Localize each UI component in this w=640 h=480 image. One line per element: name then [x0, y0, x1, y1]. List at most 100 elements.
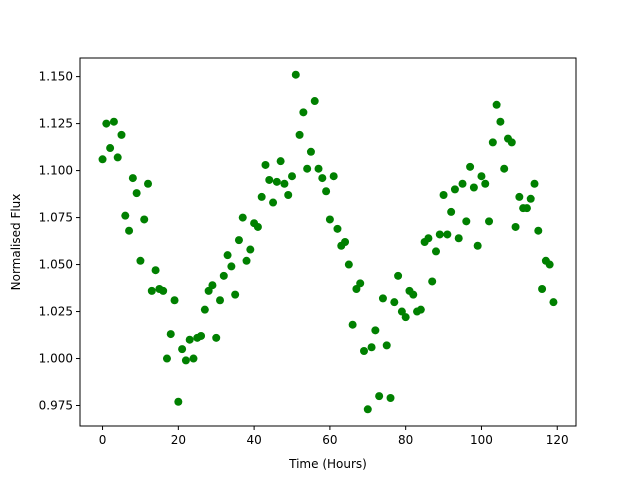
point: [481, 179, 490, 188]
point: [234, 236, 243, 245]
point: [216, 296, 225, 305]
point: [344, 260, 353, 269]
point: [329, 172, 338, 181]
point: [522, 204, 531, 213]
point: [333, 224, 342, 233]
point: [288, 172, 297, 181]
point: [117, 130, 126, 139]
point: [246, 245, 255, 254]
x-tick-label: 60: [322, 433, 337, 447]
x-tick-label: 120: [546, 433, 569, 447]
point: [382, 341, 391, 350]
point: [318, 174, 327, 183]
point: [125, 226, 134, 235]
point: [166, 330, 175, 339]
point: [306, 147, 315, 156]
point: [348, 320, 357, 329]
point: [140, 215, 149, 224]
y-tick-label: 1.075: [39, 211, 73, 225]
point: [185, 335, 194, 344]
point: [450, 185, 459, 194]
point: [219, 271, 228, 280]
point: [477, 172, 486, 181]
point: [386, 393, 395, 402]
point: [276, 157, 285, 166]
point: [181, 356, 190, 365]
x-tick-label: 40: [246, 433, 261, 447]
point: [447, 207, 456, 216]
point: [227, 262, 236, 271]
point: [242, 256, 251, 265]
point: [409, 290, 418, 299]
point: [416, 305, 425, 314]
point: [253, 222, 262, 231]
point: [325, 215, 334, 224]
x-tick-label: 20: [171, 433, 186, 447]
point: [378, 294, 387, 303]
point: [356, 279, 365, 288]
point: [507, 138, 516, 147]
x-axis-label: Time (Hours): [288, 457, 367, 471]
point: [363, 405, 372, 414]
point: [106, 144, 115, 153]
point: [314, 164, 323, 173]
y-tick-label: 1.125: [39, 117, 73, 131]
point: [394, 271, 403, 280]
point: [397, 307, 406, 316]
point: [390, 298, 399, 307]
point: [144, 179, 153, 188]
point: [174, 397, 183, 406]
x-tick-label: 100: [470, 433, 493, 447]
point: [257, 192, 266, 201]
y-tick-label: 1.100: [39, 164, 73, 178]
point: [136, 256, 145, 265]
point: [322, 187, 331, 196]
point: [98, 155, 107, 164]
point: [549, 298, 558, 307]
point: [284, 191, 293, 200]
point: [371, 326, 380, 335]
y-tick-label: 1.150: [39, 70, 73, 84]
point: [272, 177, 281, 186]
point: [121, 211, 130, 220]
point: [159, 286, 168, 295]
point: [231, 290, 240, 299]
point: [197, 331, 206, 340]
y-tick-label: 1.025: [39, 305, 73, 319]
point: [367, 343, 376, 352]
point: [462, 217, 471, 226]
point: [291, 70, 300, 79]
axes-frame: [79, 57, 577, 427]
point: [132, 189, 141, 198]
point: [439, 191, 448, 200]
point: [488, 138, 497, 147]
point: [538, 284, 547, 293]
point: [113, 153, 122, 162]
point: [128, 174, 137, 183]
point: [454, 234, 463, 243]
point: [200, 305, 209, 314]
point: [178, 345, 187, 354]
point: [469, 183, 478, 192]
point: [208, 281, 217, 290]
x-tick-label: 80: [398, 433, 413, 447]
point: [303, 164, 312, 173]
y-tick-label: 0.975: [39, 399, 73, 413]
point: [109, 117, 118, 126]
point: [443, 230, 452, 239]
point: [147, 286, 156, 295]
point: [238, 213, 247, 222]
y-axis-label: Normalised Flux: [9, 194, 23, 291]
point: [431, 247, 440, 256]
point: [310, 97, 319, 106]
point: [341, 238, 350, 246]
y-tick-label: 1.050: [39, 258, 73, 272]
point: [375, 392, 384, 401]
point: [492, 100, 501, 109]
point: [223, 251, 232, 260]
point: [530, 179, 539, 188]
point: [151, 266, 160, 275]
point: [515, 192, 524, 201]
